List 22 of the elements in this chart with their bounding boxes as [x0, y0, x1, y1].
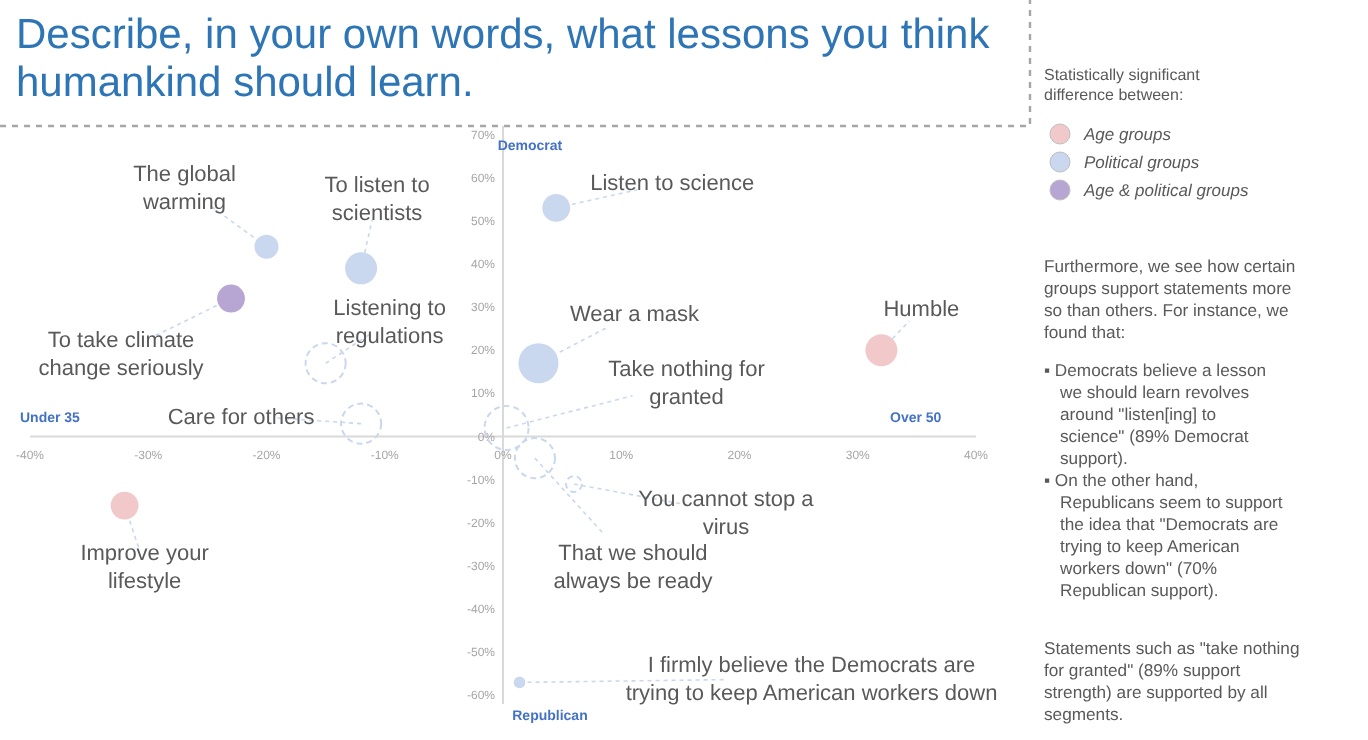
- text: ▪ Democrats believe a lesson we should learn revolves around "listen[ing] to science" (89% Democrat support).: [1044, 360, 1267, 468]
- legend-label: Political groups: [1084, 152, 1201, 172]
- legend-label: Age & political groups: [1082, 180, 1250, 200]
- annotation: Take nothing for granted: [608, 357, 766, 410]
- annotation: Care for others: [167, 405, 316, 430]
- annotation: Improve your lifestyle: [80, 541, 210, 594]
- annotation: Listen to science: [590, 171, 755, 196]
- annotation: To take climate change seriously: [38, 328, 205, 381]
- annotation: Humble: [883, 298, 960, 323]
- annotation: I firmly believe the Democrats are trying to keep American workers down: [625, 654, 998, 707]
- chart-title: Describe, in your own words, what lessons you think humankind should learn.: [16, 12, 991, 106]
- text: Furthermore, we see how certain groups support statements more so than others. For instance, we found that:: [1044, 256, 1296, 342]
- legend-label: Age groups: [1082, 124, 1173, 144]
- annotation: That we should always be ready: [553, 542, 714, 595]
- legend-title: Statistically significant difference between:: [1044, 66, 1202, 104]
- annotation: To listen to scientists: [324, 174, 430, 227]
- annotation: You cannot stop a virus: [638, 488, 816, 541]
- annotation: The global warming: [133, 162, 236, 215]
- annotation: Listening to regulations: [333, 297, 446, 350]
- annotation: Wear a mask: [569, 303, 701, 328]
- text: Statements such as "take nothing for granted" (89% support strength) are supported by all segments.: [1044, 638, 1300, 724]
- text: ▪ On the other hand, Republicans seem to support the idea that "Democrats are trying to keep American workers down" (70% Republican support).: [1044, 470, 1284, 600]
